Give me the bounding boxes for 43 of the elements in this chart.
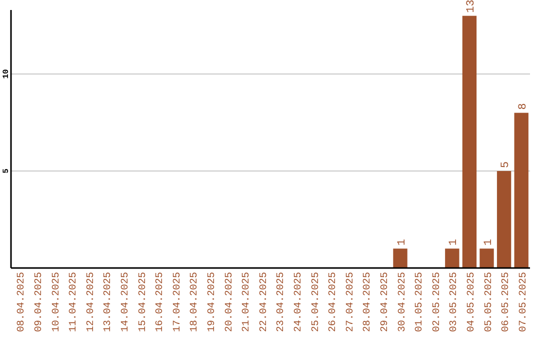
bar: [393, 248, 408, 268]
x-tick-label: 13.04.2025: [103, 272, 114, 332]
x-tick-label: 25.04.2025: [310, 272, 322, 332]
x-tick-label: 22.04.2025: [258, 272, 270, 332]
x-tick-label: 07.05.2025: [518, 272, 530, 332]
x-tick-label: 06.05.2025: [501, 272, 512, 332]
x-tick-label: 20.04.2025: [224, 272, 236, 332]
bar: [496, 171, 512, 268]
data-label: 1: [448, 238, 460, 246]
data-label: 1: [482, 238, 495, 246]
x-tick-label: 21.04.2025: [242, 272, 253, 332]
x-tick-label: 12.04.2025: [86, 272, 97, 332]
x-tick-label: 27.04.2025: [345, 272, 356, 332]
x-tick-label: 11.04.2025: [68, 272, 80, 332]
bar: [514, 112, 528, 268]
x-tick-label: 19.04.2025: [206, 272, 218, 332]
x-tick-label: 09.04.2025: [34, 272, 45, 332]
x-tick-label: 24.04.2025: [293, 272, 304, 332]
bar: [462, 16, 477, 268]
x-tick-label: 03.05.2025: [449, 272, 460, 332]
data-label: 1: [396, 238, 408, 246]
x-tick-label: 29.04.2025: [380, 272, 391, 332]
x-tick-label: 16.04.2025: [155, 272, 166, 332]
x-tick-label: 26.04.2025: [328, 272, 340, 332]
x-tick-label: 30.04.2025: [397, 272, 408, 332]
data-label: 13: [465, 0, 478, 13]
x-tick-label: 15.04.2025: [138, 272, 149, 332]
bar: [480, 248, 494, 268]
data-label: 8: [517, 103, 530, 110]
data-label: 5: [500, 161, 512, 168]
x-tick-label: 04.05.2025: [466, 272, 478, 332]
x-tick-label: 05.05.2025: [484, 272, 495, 332]
x-tick-label: 02.05.2025: [432, 272, 443, 332]
x-tick-label: 28.04.2025: [362, 272, 374, 332]
x-tick-label: 23.04.2025: [276, 272, 288, 332]
x-tick-label: 17.04.2025: [172, 272, 184, 332]
bar: [445, 248, 460, 268]
x-tick-label: 14.04.2025: [120, 272, 132, 332]
x-tick-label: 18.04.2025: [190, 272, 201, 332]
x-tick-label: 10.04.2025: [51, 272, 62, 332]
x-tick-label: 08.04.2025: [16, 272, 28, 332]
x-tick-label: 01.05.2025: [414, 272, 426, 332]
y-tick-label: 10: [2, 69, 11, 79]
